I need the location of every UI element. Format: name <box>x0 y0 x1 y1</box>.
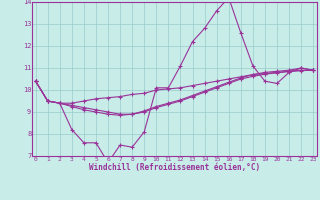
X-axis label: Windchill (Refroidissement éolien,°C): Windchill (Refroidissement éolien,°C) <box>89 163 260 172</box>
